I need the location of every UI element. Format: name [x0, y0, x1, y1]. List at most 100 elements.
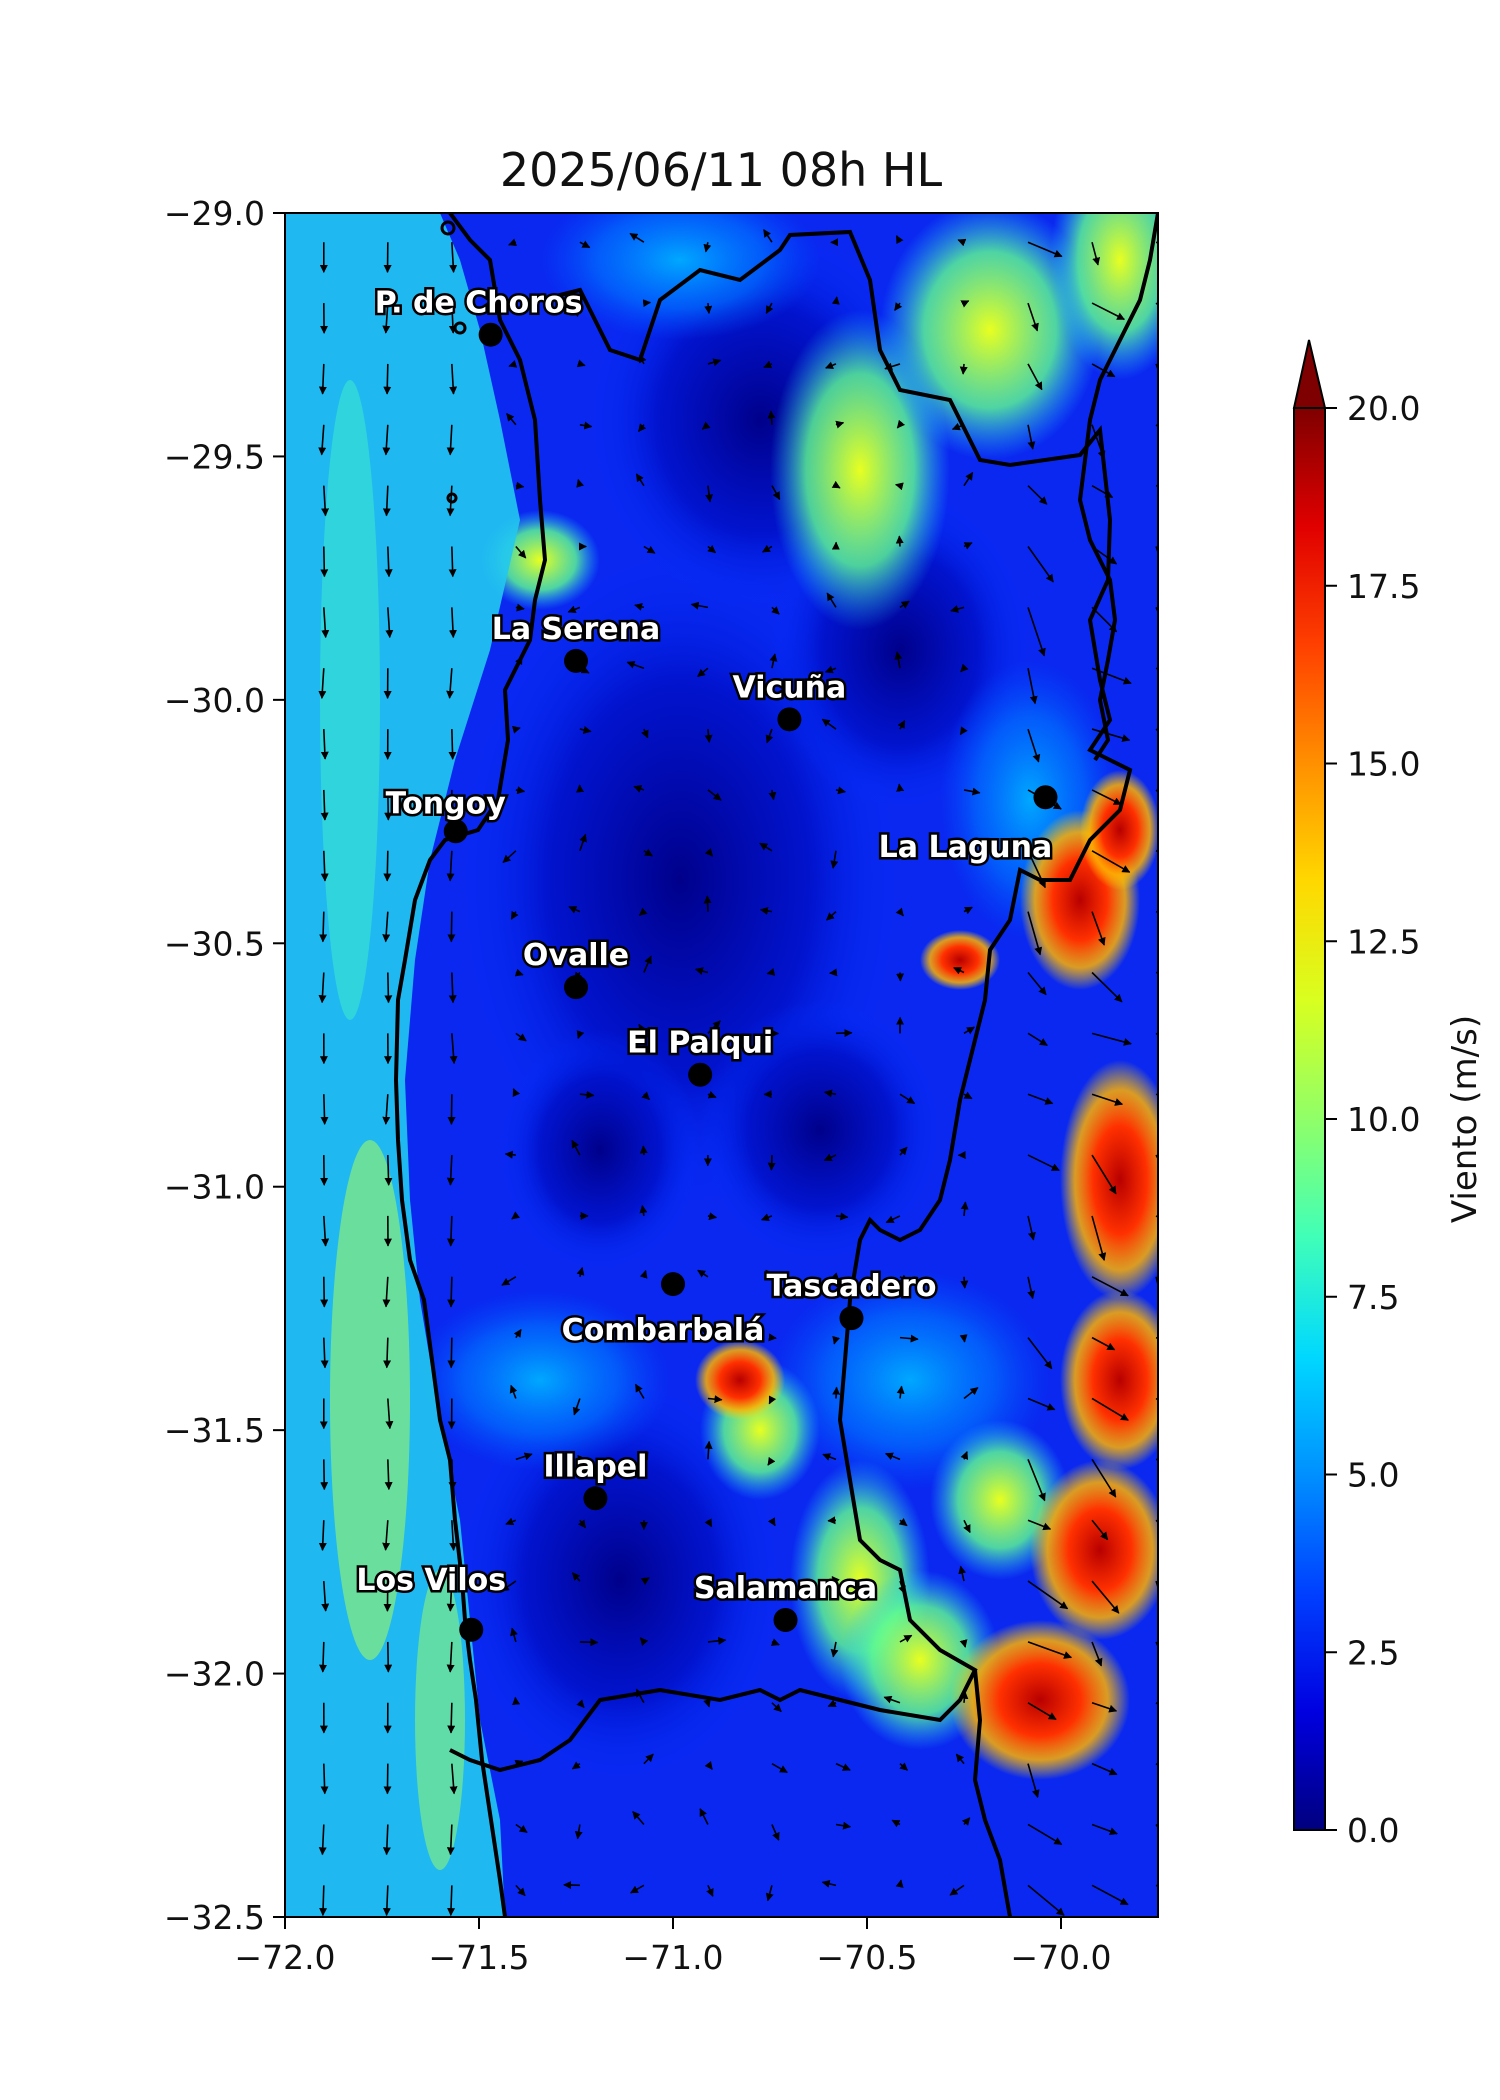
- y-tick-label: −29.5: [164, 437, 265, 476]
- wind-arrow: [957, 238, 967, 247]
- y-tick-label: −31.0: [164, 1168, 265, 1207]
- wind-arrow: [382, 303, 391, 334]
- wind-arrow: [697, 667, 709, 678]
- wind-arrow: [963, 1519, 971, 1534]
- wind-arrow: [579, 240, 591, 249]
- wind-arrow: [704, 1518, 713, 1528]
- wind-arrow: [579, 726, 592, 734]
- wind-arrow: [1155, 1336, 1158, 1340]
- wind-arrow: [567, 605, 581, 614]
- wind-arrow: [963, 906, 973, 915]
- wind-arrow: [385, 1398, 394, 1430]
- wind-arrow: [320, 1337, 329, 1369]
- wind-arrow: [835, 1821, 852, 1830]
- wind-arrow: [1027, 1032, 1048, 1046]
- wind-arrow: [448, 729, 457, 760]
- wind-arrow: [1027, 1702, 1057, 1721]
- wind-arrow: [318, 1824, 327, 1856]
- city-marker-el-palqui: [688, 1062, 713, 1087]
- colorbar-label: Viento (m/s): [1445, 1015, 1485, 1223]
- wind-arrow: [963, 471, 974, 487]
- colorbar-tick-label: 2.5: [1347, 1633, 1399, 1672]
- wind-arrow: [1027, 668, 1038, 705]
- colorbar-ticks: 0.0 2.5 5.0 7.5 10.0 12.5 15.0 17.5 20.0: [1325, 389, 1420, 1850]
- wind-arrow: [1155, 789, 1158, 793]
- wind-arrow: [643, 545, 656, 554]
- x-tick-label: −70.5: [816, 1938, 917, 1977]
- wind-arrow: [1027, 607, 1046, 657]
- wind-arrow: [771, 1702, 782, 1713]
- wind-arrow: [831, 296, 840, 305]
- wind-arrow: [1091, 1093, 1124, 1106]
- wind-arrow: [515, 603, 525, 612]
- wind-arrow: [1027, 1215, 1036, 1241]
- x-tick-label: −70.0: [1010, 1938, 1111, 1977]
- wind-arrow: [563, 1881, 580, 1890]
- wind-arrow: [825, 361, 837, 370]
- wind-arrow: [320, 850, 329, 882]
- wind-speed-field: [285, 213, 1158, 1917]
- wind-arrow: [572, 1398, 581, 1416]
- wind-arrow: [318, 668, 327, 699]
- wind-arrow: [1091, 1458, 1117, 1498]
- wind-arrow: [899, 600, 910, 609]
- wind-arrow: [1155, 1215, 1158, 1219]
- wind-arrow: [504, 1150, 516, 1159]
- wind-arrow: [963, 542, 973, 550]
- wind-arrow: [768, 1395, 777, 1405]
- wind-arrow: [699, 1808, 709, 1825]
- wind-arrow: [579, 1638, 599, 1647]
- wind-arrow: [635, 473, 645, 487]
- y-tick-label: −30.0: [164, 681, 265, 720]
- wind-arrow: [1027, 1823, 1063, 1846]
- wind-arrow: [707, 789, 722, 801]
- city-label-vicu-a: Vicuña: [733, 670, 847, 705]
- wind-arrow: [383, 1337, 392, 1369]
- city-marker-tascadero: [839, 1306, 864, 1331]
- wind-arrow: [637, 423, 647, 433]
- wind-arrow: [765, 1885, 774, 1902]
- wind-arrow: [1091, 424, 1106, 460]
- wind-arrow: [446, 1824, 455, 1856]
- city-label-la-serena: La Serena: [492, 612, 661, 647]
- wind-arrow: [963, 1026, 975, 1035]
- wind-arrow: [835, 1212, 849, 1221]
- wind-arrow: [767, 1517, 776, 1527]
- wind-arrow: [1155, 1763, 1158, 1767]
- wind-arrow: [1027, 1154, 1060, 1172]
- wind-arrow: [1091, 911, 1106, 946]
- wind-arrow: [515, 481, 525, 490]
- wind-arrow: [1027, 850, 1046, 889]
- wind-arrow: [831, 1576, 840, 1585]
- wind-arrow: [635, 1688, 645, 1704]
- wind-arrow: [509, 1384, 518, 1399]
- city-marker-salamanca: [773, 1608, 798, 1633]
- wind-arrow: [320, 546, 329, 578]
- wind-arrow: [704, 1440, 713, 1460]
- wind-arrow: [763, 229, 773, 243]
- wind-arrow: [638, 1023, 647, 1034]
- wind-arrow: [1155, 1397, 1158, 1401]
- wind-arrow: [822, 1453, 837, 1461]
- city-label-la-laguna: La Laguna: [879, 830, 1053, 865]
- wind-arrow: [771, 1578, 783, 1587]
- city-label-ovalle: Ovalle: [523, 938, 629, 973]
- wind-arrow: [1091, 1762, 1118, 1776]
- wind-arrow: [891, 1819, 901, 1828]
- wind-arrow: [953, 966, 965, 975]
- wind-arrow: [1091, 667, 1132, 685]
- map-frame: [284, 212, 1159, 1918]
- y-tick-label: −32.0: [164, 1655, 265, 1694]
- wind-arrow: [382, 1276, 391, 1308]
- wind-arrow: [1091, 545, 1118, 565]
- wind-arrow: [515, 1032, 527, 1042]
- wind-arrow: [639, 1145, 648, 1156]
- wind-arrow: [638, 907, 648, 916]
- wind-arrow: [898, 1580, 906, 1595]
- wind-arrow: [770, 1638, 780, 1646]
- wind-arrow: [1027, 1763, 1040, 1798]
- wind-arrow: [639, 1637, 649, 1646]
- wind-arrow: [895, 1879, 904, 1888]
- x-tick-label: −72.0: [234, 1938, 335, 1977]
- wind-arrow: [1091, 1215, 1107, 1261]
